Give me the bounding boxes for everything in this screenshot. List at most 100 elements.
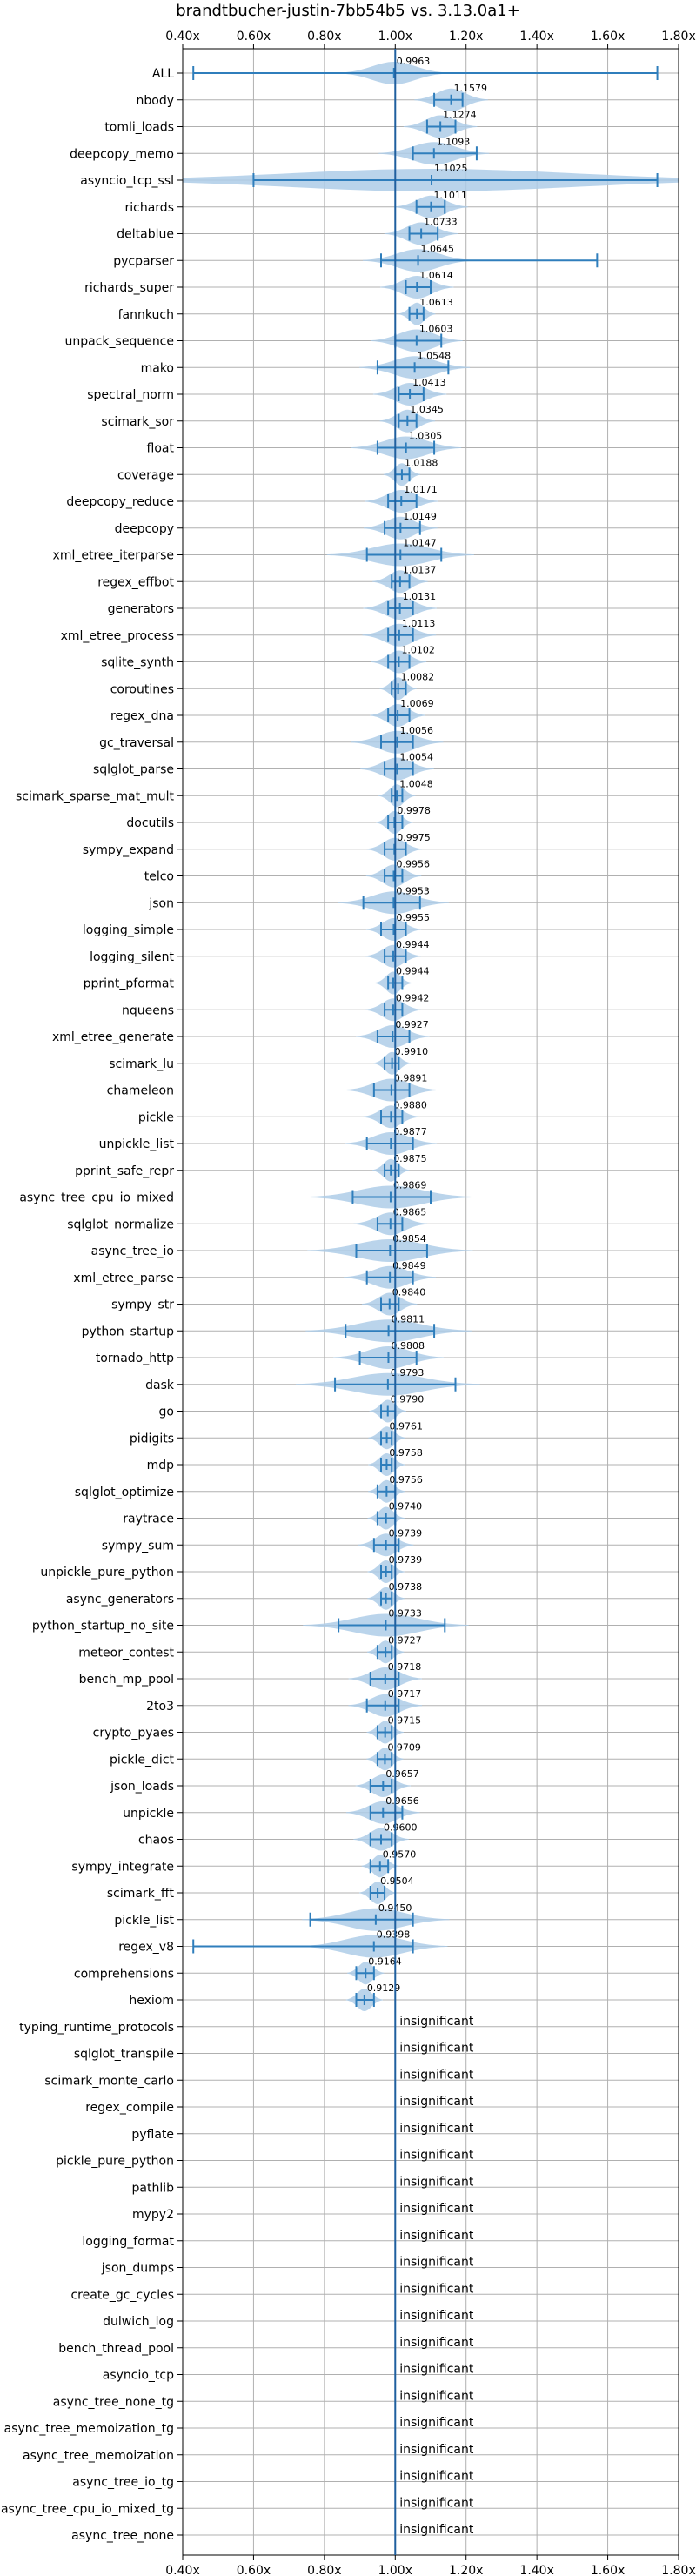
- benchmark-label: sympy_sum: [102, 1539, 174, 1553]
- benchmark-label: async_tree_memoization: [23, 2449, 174, 2463]
- benchmark-label: richards: [125, 201, 175, 215]
- benchmark-label: scimark_lu: [109, 1057, 174, 1071]
- x-tick-label-bottom: 1.80x: [661, 2564, 695, 2576]
- insignificant-label: insignificant: [399, 2202, 474, 2216]
- benchmark-label: async_tree_none_tg: [53, 2395, 174, 2409]
- mean-label: 0.9761: [390, 1420, 424, 1432]
- insignificant-label: insignificant: [399, 2336, 474, 2350]
- insignificant-label: insignificant: [399, 2496, 474, 2510]
- mean-label: 0.9733: [388, 1608, 422, 1620]
- mean-label: 0.9840: [392, 1287, 426, 1298]
- insignificant-label: insignificant: [399, 2175, 474, 2189]
- insignificant-label: insignificant: [399, 2042, 474, 2056]
- benchmark-label: regex_dna: [110, 709, 174, 723]
- mean-label: 0.9880: [393, 1099, 427, 1110]
- mean-label: 1.0113: [402, 618, 436, 629]
- benchmark-label: sympy_integrate: [71, 1860, 174, 1874]
- mean-label: 0.9739: [389, 1527, 423, 1539]
- x-tick-label-top: 0.80x: [307, 30, 341, 44]
- benchmark-label: raytrace: [123, 1513, 174, 1526]
- x-tick-label-top: 1.60x: [591, 30, 625, 44]
- benchmark-label: pathlib: [132, 2181, 175, 2195]
- benchmark-label: async_tree_none: [71, 2529, 174, 2543]
- mean-label: 1.0645: [421, 243, 454, 254]
- benchmark-label: chameleon: [107, 1084, 174, 1098]
- mean-label: 1.1274: [443, 110, 477, 121]
- mean-label: 0.9398: [377, 1929, 411, 1941]
- mean-label: 0.9715: [388, 1715, 422, 1727]
- mean-label: 1.0603: [419, 324, 453, 335]
- benchmark-label: mdp: [147, 1459, 175, 1472]
- insignificant-label: insignificant: [399, 2282, 474, 2296]
- benchmark-label: sqlglot_parse: [93, 763, 174, 777]
- mean-label: 0.9944: [396, 966, 430, 977]
- benchmark-label: async_tree_cpu_io_mixed_tg: [1, 2502, 174, 2516]
- mean-label: 1.1579: [454, 83, 488, 94]
- mean-label: 0.9955: [396, 912, 430, 923]
- benchmark-label: unpickle_list: [99, 1137, 175, 1151]
- benchmark-label: unpickle: [123, 1807, 174, 1821]
- benchmark-label: nbody: [137, 94, 175, 108]
- benchmark-label: hexiom: [129, 1994, 174, 2008]
- benchmark-label: telco: [144, 870, 174, 884]
- benchmark-label: xml_etree_iterparse: [53, 549, 174, 563]
- benchmark-label: bench_thread_pool: [58, 2342, 174, 2356]
- mean-label: 0.9944: [396, 939, 430, 950]
- benchmark-label: richards_super: [84, 281, 174, 295]
- insignificant-label: insignificant: [399, 2122, 474, 2136]
- mean-label: 1.0548: [418, 350, 452, 361]
- mean-label: 0.9758: [389, 1447, 423, 1459]
- mean-label: 1.0614: [419, 270, 453, 281]
- benchmark-label: docutils: [126, 816, 174, 830]
- benchmark-label: async_tree_io_tg: [72, 2476, 174, 2490]
- mean-label: 1.0733: [424, 217, 458, 228]
- mean-label: 0.9891: [394, 1073, 428, 1084]
- benchmark-label: scimark_sparse_mat_mult: [16, 789, 174, 803]
- benchmark-label: pickle: [138, 1110, 174, 1124]
- benchmark-label: xml_etree_parse: [73, 1271, 174, 1285]
- mean-label: 1.0056: [400, 725, 434, 736]
- mean-label: 0.9956: [396, 859, 430, 870]
- benchmark-label: deepcopy_memo: [70, 147, 174, 161]
- benchmark-label: spectral_norm: [87, 388, 174, 402]
- benchmark-label: scimark_fft: [107, 1887, 175, 1901]
- mean-label: 1.0069: [400, 698, 434, 709]
- insignificant-label: insignificant: [399, 2363, 474, 2377]
- mean-label: 0.9953: [396, 885, 430, 896]
- insignificant-label: insignificant: [399, 2416, 474, 2430]
- mean-label: 0.9600: [384, 1822, 418, 1834]
- mean-label: 0.9570: [383, 1848, 417, 1860]
- insignificant-label: insignificant: [399, 2068, 474, 2082]
- benchmark-label: regex_compile: [85, 2101, 174, 2115]
- benchmark-label: ALL: [152, 67, 174, 81]
- mean-label: 0.9790: [391, 1394, 425, 1405]
- mean-label: 1.0131: [403, 591, 437, 602]
- insignificant-label: insignificant: [399, 2015, 474, 2029]
- benchmark-label: bench_mp_pool: [79, 1673, 174, 1687]
- x-tick-label-bottom: 1.60x: [591, 2564, 625, 2576]
- benchmark-label: meteor_contest: [78, 1646, 174, 1660]
- mean-label: 0.9657: [385, 1768, 419, 1780]
- benchmark-label: async_generators: [66, 1593, 174, 1607]
- benchmark-label: generators: [108, 602, 174, 616]
- mean-label: 0.9756: [389, 1474, 423, 1486]
- benchmark-label: logging_format: [82, 2235, 174, 2249]
- x-tick-label-bottom: 0.60x: [237, 2564, 271, 2576]
- mean-label: 0.9963: [397, 56, 431, 67]
- x-tick-label-bottom: 1.20x: [449, 2564, 483, 2576]
- benchmark-label: sqlglot_transpile: [74, 2048, 174, 2062]
- mean-label: 0.9717: [388, 1688, 422, 1700]
- x-tick-label-top: 1.00x: [378, 30, 412, 44]
- benchmark-label: async_tree_cpu_io_mixed: [19, 1191, 174, 1205]
- mean-label: 0.9738: [389, 1581, 423, 1593]
- benchmark-label: async_tree_memoization_tg: [4, 2422, 174, 2436]
- mean-label: 1.0171: [404, 484, 438, 495]
- benchmark-label: scimark_sor: [101, 415, 174, 429]
- benchmark-label: typing_runtime_protocols: [19, 2021, 174, 2035]
- mean-label: 1.1093: [437, 136, 471, 147]
- x-tick-label-top: 1.20x: [449, 30, 483, 44]
- benchmark-label: xml_etree_process: [61, 629, 174, 643]
- benchmark-label: go: [159, 1405, 174, 1419]
- insignificant-label: insignificant: [399, 2229, 474, 2243]
